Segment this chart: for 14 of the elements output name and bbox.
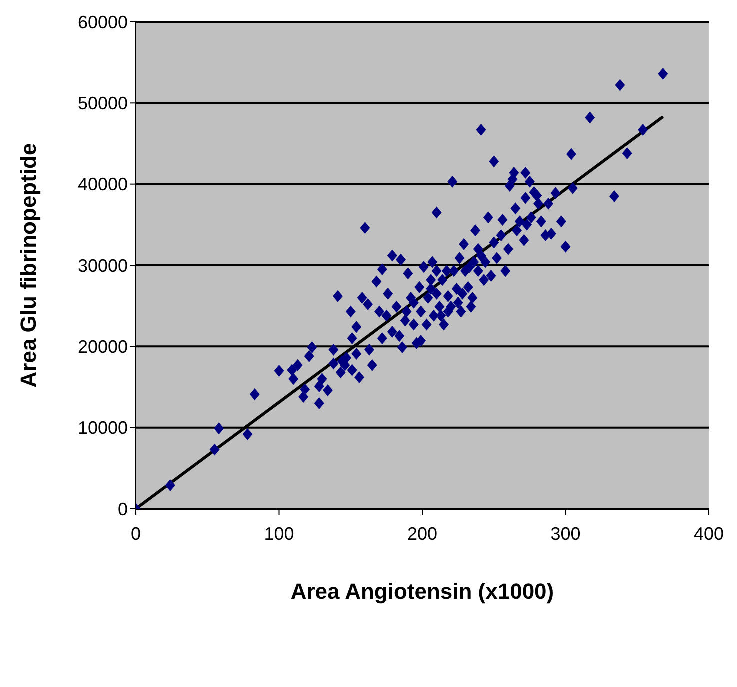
x-tick-label: 0 [130,524,142,544]
y-tick-label: 50000 [78,94,128,114]
x-axis-title: Area Angiotensin (x1000) [290,579,554,604]
y-tick-label: 40000 [78,174,128,195]
y-tick-label: 20000 [78,337,128,358]
y-tick-label: 0 [118,499,128,520]
x-tick-label: 400 [694,524,724,544]
y-axis-title: Area Glu fibrinopeptide [16,143,41,388]
y-tick-label: 10000 [78,418,128,438]
x-tick-label: 200 [407,524,438,544]
x-tick-label: 100 [264,524,294,544]
x-tick-label: 300 [550,524,581,544]
y-tick-label: 60000 [78,12,128,32]
y-tick-label: 30000 [78,256,128,276]
